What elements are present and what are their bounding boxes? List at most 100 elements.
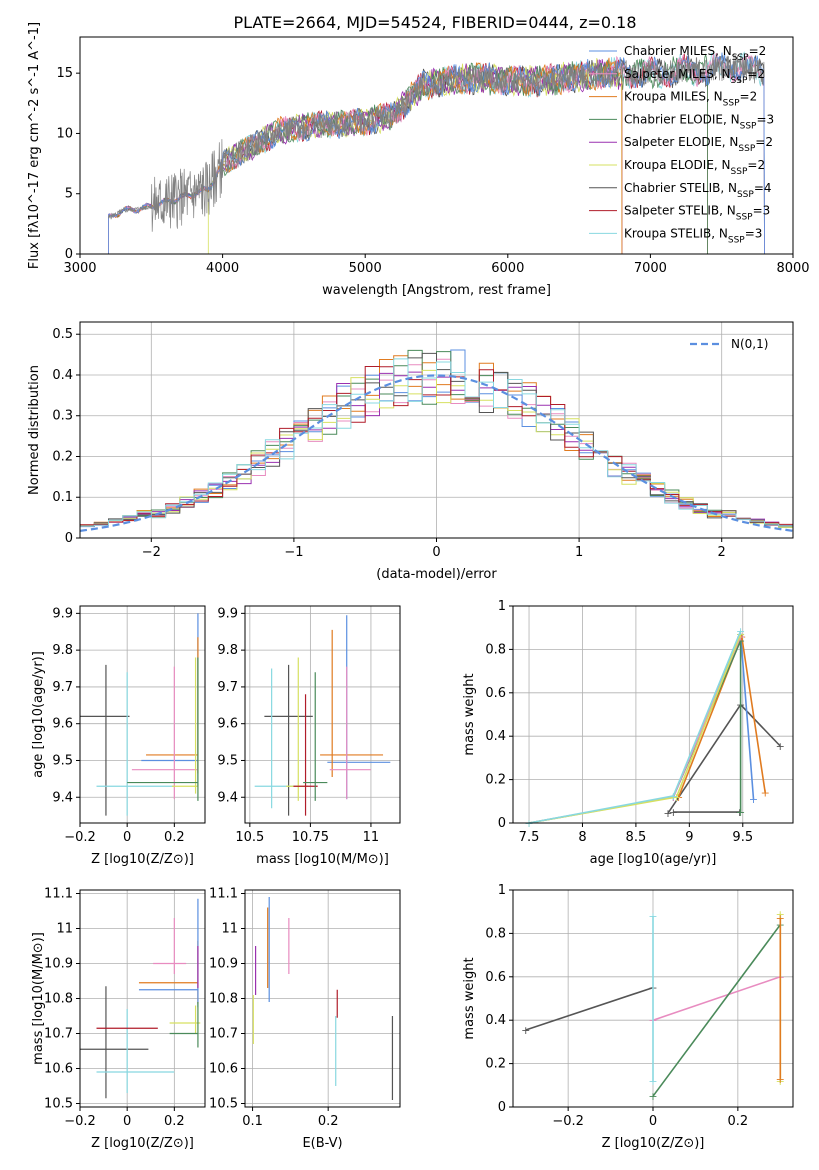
normal-curve (80, 374, 793, 532)
x-tick-label: 10.5 (235, 830, 264, 845)
x-tick-label: 0.2 (318, 1114, 339, 1129)
y-tick-label: 0.2 (485, 1057, 506, 1072)
weight-marker: + (648, 1090, 657, 1103)
panel-8: −0.2 0 0.2 0 0.2 0.4 0.6 0.8 1 Z [log10(Z/Z⊙)] mas… (462, 883, 794, 1151)
y-tick-label: 15 (56, 66, 73, 81)
y-tick-label: 0.8 (485, 926, 506, 941)
y-axis-label: mass weight (462, 957, 477, 1039)
y-tick-label: 10.8 (44, 992, 73, 1007)
x-tick-label: 9.5 (732, 830, 753, 845)
y-tick-label: 10.8 (209, 992, 238, 1007)
weight-marker: + (736, 806, 745, 819)
y-tick-label: 9.5 (217, 753, 238, 768)
y-tick-label: 9.9 (217, 606, 238, 621)
legend-entry: Chabrier ELODIE, NSSP=3 (624, 112, 774, 131)
y-tick-label: 10.5 (209, 1097, 238, 1112)
y-tick-label: 9.7 (217, 680, 238, 695)
x-axis-label: Z [log10(Z/Z⊙)] (91, 1136, 194, 1151)
spectrum-lines (108, 51, 765, 254)
axes-frame (512, 605, 794, 824)
legend-entry: Chabrier MILES, NSSP=2 (624, 44, 766, 63)
x-axis-label: wavelength [Angstrom, rest frame] (322, 283, 551, 298)
x-tick-label: 6000 (491, 261, 524, 276)
legend-entry: N(0,1) (731, 337, 768, 351)
weight-marker: + (776, 1075, 785, 1088)
axes-frame (79, 36, 794, 255)
weight-marker: + (674, 791, 683, 804)
legend-entry: Salpeter MILES, NSSP=2 (624, 67, 765, 86)
x-tick-label: 5000 (349, 261, 382, 276)
y-tick-label: 11.1 (209, 887, 238, 902)
y-tick-label: 9.4 (52, 790, 73, 805)
x-tick-label: 8 (578, 830, 586, 845)
weight-marker: + (648, 910, 657, 923)
y-tick-label: 10.5 (44, 1097, 73, 1112)
weight-line (652, 976, 781, 1021)
x-axis-label: mass [log10(M/M⊙)] (256, 852, 389, 867)
axes-frame (244, 605, 401, 824)
y-tick-label: 10.6 (44, 1062, 73, 1077)
x-tick-label: 7.5 (519, 830, 540, 845)
y-tick-label: 10.7 (44, 1027, 73, 1042)
weight-marker: + (776, 912, 785, 925)
weight-marker: + (669, 806, 678, 819)
histogram-line (80, 369, 793, 528)
x-axis-label: Z [log10(Z/Z⊙)] (602, 1136, 705, 1151)
x-axis-label: age [log10(age/yr)] (590, 852, 717, 867)
axes-frame (244, 889, 401, 1108)
x-tick-label: 8.5 (626, 830, 647, 845)
legend-entry: Kroupa STELIB, NSSP=3 (624, 226, 762, 245)
y-tick-label: 0.2 (485, 773, 506, 788)
x-tick-label: 0 (123, 830, 131, 845)
y-tick-label: 0 (65, 247, 73, 262)
x-tick-label: 0 (123, 1114, 131, 1129)
weight-marker: + (669, 790, 678, 803)
y-tick-label: 10.7 (209, 1027, 238, 1042)
histogram-line (80, 366, 793, 526)
y-tick-label: 10.9 (209, 957, 238, 972)
y-axis-label: age [log10(age/yr)] (31, 651, 46, 778)
x-tick-label: 4000 (206, 261, 239, 276)
y-tick-label: 0.4 (485, 729, 506, 744)
y-tick-label: 0.8 (485, 642, 506, 657)
data-spectrum-line (108, 53, 765, 232)
x-tick-label: −2 (142, 545, 161, 560)
axes-frame (79, 889, 206, 1108)
y-axis-label: Flux [fλ10^-17 erg cm^-2 s^-1 A^-1] (27, 22, 42, 269)
model-spectrum-line (108, 53, 708, 254)
y-tick-label: 0 (498, 1100, 506, 1115)
y-tick-label: 0 (65, 531, 73, 546)
axes-frame (512, 889, 794, 1108)
legend-entry: Salpeter STELIB, NSSP=3 (624, 204, 770, 223)
x-tick-label: 0 (432, 545, 440, 560)
weight-line (525, 986, 654, 1031)
x-tick-label: −1 (284, 545, 303, 560)
weight-marker: + (648, 1075, 657, 1088)
x-tick-label: 10.75 (292, 830, 329, 845)
x-tick-label: 2 (718, 545, 726, 560)
weight-marker: + (736, 630, 745, 643)
legend-entry: Salpeter ELODIE, NSSP=2 (624, 135, 773, 154)
axes-frame (79, 321, 794, 539)
x-tick-label: 3000 (63, 261, 96, 276)
weight-marker: + (749, 793, 758, 806)
y-tick-label: 9.5 (52, 753, 73, 768)
model-spectrum-line (108, 53, 708, 254)
weight-marker: + (735, 806, 744, 819)
weight-line (528, 630, 742, 824)
y-tick-label: 9.9 (52, 606, 73, 621)
legend: Chabrier MILES, NSSP=2 Salpeter MILES, NS… (589, 44, 774, 245)
weight-marker: + (736, 628, 745, 641)
weight-line (677, 633, 766, 798)
figure-title: PLATE=2664, MJD=54524, FIBERID=0444, z=0… (233, 13, 636, 32)
weight-marker: + (776, 740, 785, 753)
panel-5: 7.5 8 8.5 9 9.5 0 0.2 0.4 0.6 0.8 1 age [log10(age/… (462, 599, 794, 867)
panel-3: −0.2 0 0.2 9.4 9.5 9.6 9.7 9.8 9.9 Z [log10(Z/Z⊙)… (31, 605, 206, 867)
y-tick-label: 9.7 (52, 680, 73, 695)
y-tick-label: 10.9 (44, 957, 73, 972)
y-tick-label: 0.6 (485, 970, 506, 985)
weight-marker: + (776, 1073, 785, 1086)
weight-marker: + (737, 630, 746, 643)
weight-marker: + (776, 908, 785, 921)
